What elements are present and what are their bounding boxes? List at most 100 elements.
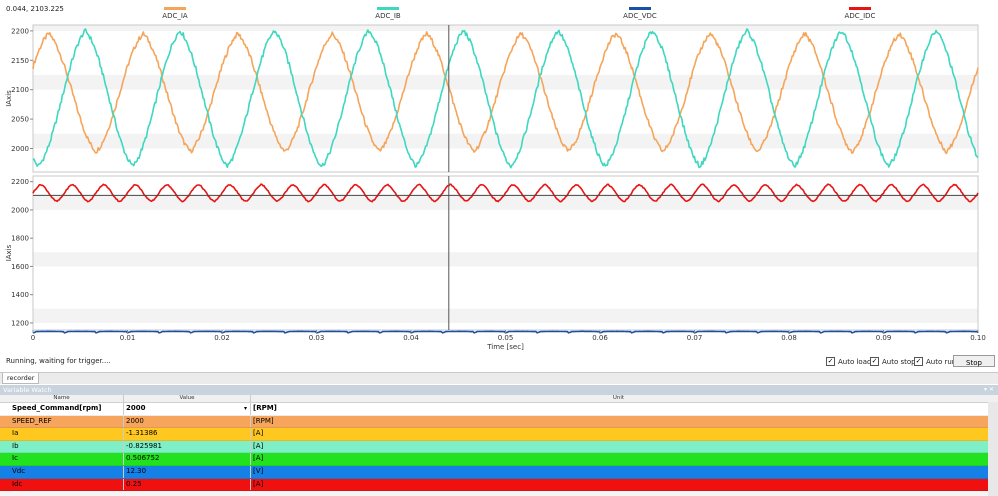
watch-cell-name: Speed_Command[rpm] [0,403,124,415]
y-tick-label: 1600 [11,263,29,271]
variable-watch-titlebar: Variable Watch ▾ ✕ [0,385,998,395]
watch-cell-value[interactable]: -1.31386 [124,428,251,440]
watch-row[interactable]: Idc 0.25 [A] [0,478,998,492]
y-tick-label: 1400 [11,291,29,299]
auto-run-label: Auto run [926,357,957,366]
watch-value-text: 2000 [126,416,144,425]
watch-cell-name: Idc [0,478,124,491]
watch-cell-value[interactable]: 2000 [124,415,251,428]
x-tick-label: 0.05 [498,334,514,342]
watch-cell-name: SPEED_REF [0,415,124,428]
watch-header: Name Value Unit [0,395,998,403]
x-tick-label: 0.04 [403,334,419,342]
auto-stop-checkbox[interactable]: ✓ [870,357,879,366]
y-tick-label: 2000 [11,206,29,214]
y-tick-label: 2050 [11,116,29,124]
cursor-readout: 0.044, 2103.225 [6,5,64,13]
y-axis-label: IAxis [5,90,13,107]
legend-item[interactable]: ADC_IDC [830,7,890,20]
watch-row[interactable]: Ic 0.506752 [A] [0,453,998,466]
legend-swatch [377,7,399,10]
header-unit[interactable]: Unit [612,395,625,401]
watch-row[interactable]: Ib -0.825981 [A] [0,440,998,454]
y-tick-label: 2100 [11,86,29,94]
variable-watch-panel: Variable Watch ▾ ✕ Name Value Unit Speed… [0,385,998,496]
auto-run-checkbox[interactable]: ✓ [914,357,923,366]
watch-value-text: -0.825981 [126,441,162,450]
watch-cell-name: Ic [0,453,124,465]
watch-cell-unit: [A] [253,429,264,438]
tab-recorder[interactable]: recorder [2,373,40,384]
scope-chart[interactable]: 2000 2050 2100 2150 2200 IAxis 1200 1400 1600 180… [0,0,998,383]
legend-label: ADC_IA [162,12,188,20]
x-tick-label: 0.03 [309,334,325,342]
legend-swatch [629,7,651,10]
watch-cell-unit: [RPM] [253,404,277,412]
series-line-adc-idc [32,183,979,203]
x-tick-label: 0.09 [876,334,892,342]
watch-scrollbar[interactable] [988,402,998,496]
watch-cell-value[interactable]: 12.30 [124,465,251,478]
watch-cell-unit: [RPM] [253,416,274,425]
x-tick-label: 0 [31,334,35,342]
grid-band [33,308,978,323]
legend-swatch [849,7,871,10]
auto-stop-label: Auto stop [882,357,916,366]
watch-row[interactable]: SPEED_REF 2000 [RPM] [0,415,998,429]
variable-watch-title: Variable Watch [3,386,52,394]
panel-buttons-icon[interactable]: ▾ ✕ [984,386,994,393]
y-tick-label: 2000 [11,145,29,153]
legend-item[interactable]: ADC_IA [145,7,205,20]
watch-rows: Speed_Command[rpm] 2000 ▾ [RPM] SPEED_REF 200… [0,403,998,492]
series-line-adc-ib [32,28,979,169]
x-tick-label: 0.02 [214,334,230,342]
watch-value-text: 12.30 [126,466,147,475]
watch-value-text: 0.25 [126,479,142,488]
header-name[interactable]: Name [0,395,124,402]
y-axis-label: IAxis [5,244,13,261]
legend-label: ADC_VDC [623,12,657,20]
watch-cell-value[interactable]: 2000 ▾ [124,403,251,415]
watch-row[interactable]: Vdc 12.30 [V] [0,465,998,479]
auto-load-label: Auto load [838,357,872,366]
y-tick-label: 1200 [11,319,29,327]
watch-row[interactable]: Speed_Command[rpm] 2000 ▾ [RPM] [0,403,998,416]
auto-load-option[interactable]: ✓ Auto load [826,357,871,366]
x-tick-label: 0.08 [781,334,797,342]
grid-band [33,252,978,267]
plot-frame [32,24,979,173]
auto-run-option[interactable]: ✓ Auto run [914,357,956,366]
legend-item[interactable]: ADC_VDC [610,7,670,20]
grid-band [33,133,978,149]
watch-cell-name: Vdc [0,465,124,478]
series-line-adc-ia [32,31,979,155]
watch-cell-value[interactable]: -0.825981 [124,440,251,453]
legend-label: ADC_IB [375,12,401,20]
watch-row[interactable]: Ia -1.31386 [A] [0,428,998,441]
x-tick-label: 0.06 [592,334,608,342]
auto-stop-option[interactable]: ✓ Auto stop [870,357,916,366]
watch-cell-unit: [A] [253,479,264,488]
x-tick-label: 0.10 [970,334,986,342]
grid-band [33,25,978,31]
watch-cell-value[interactable]: 0.506752 [124,453,251,465]
y-tick-label: 1800 [11,235,29,243]
auto-load-checkbox[interactable]: ✓ [826,357,835,366]
watch-cell-name: Ib [0,440,124,453]
grid-band [33,74,978,90]
watch-value-text: 2000 [126,404,146,412]
status-text: Running, waiting for trigger.... [6,357,111,365]
x-tick-label: 0.01 [120,334,136,342]
legend-label: ADC_IDC [844,12,876,20]
x-tick-label: 0.07 [687,334,703,342]
header-value[interactable]: Value [124,395,251,402]
stop-button[interactable]: Stop [953,355,995,367]
y-tick-label: 2200 [11,27,29,35]
legend-swatch [164,7,186,10]
watch-value-text: 0.506752 [126,454,160,463]
legend-item[interactable]: ADC_IB [358,7,418,20]
grid-band [33,195,978,210]
y-tick-label: 2200 [11,178,29,186]
watch-cell-value[interactable]: 0.25 [124,478,251,491]
dropdown-arrow-icon[interactable]: ▾ [243,405,247,412]
